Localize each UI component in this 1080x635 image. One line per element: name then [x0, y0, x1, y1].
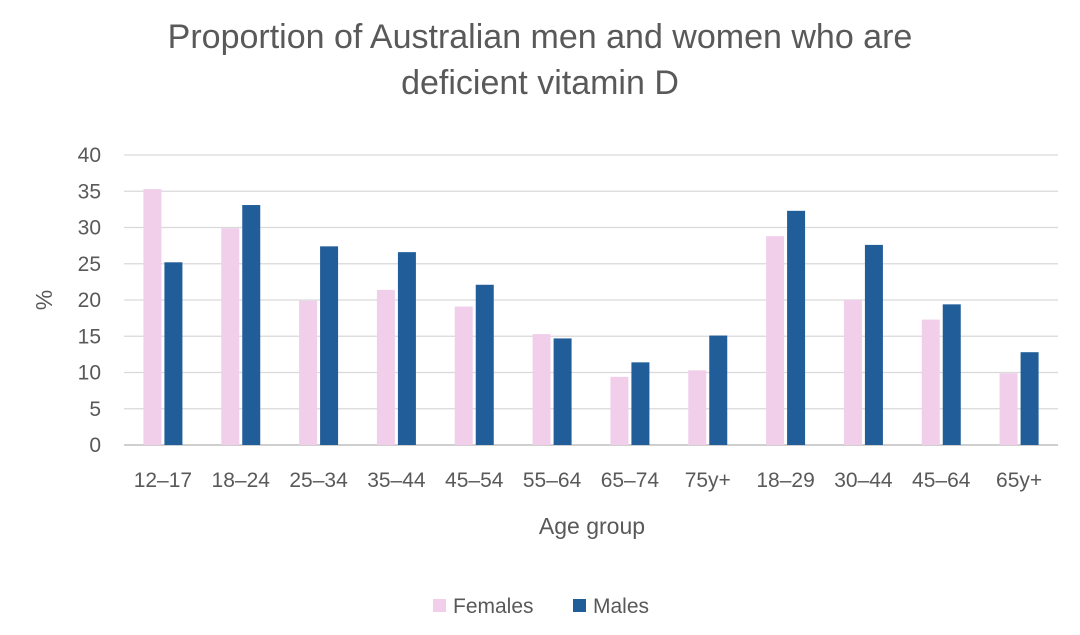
x-tick-label: 18–29 — [756, 469, 814, 492]
legend-label-males: Males — [593, 595, 649, 618]
y-tick-label: 35 — [78, 180, 101, 203]
chart-title-line-2: deficient vitamin D — [401, 64, 679, 102]
y-tick-label: 15 — [78, 325, 101, 348]
bar-females-12 — [999, 373, 1018, 445]
bar-females-7 — [610, 376, 629, 445]
bar-females-2 — [221, 228, 240, 445]
bar-females-9 — [766, 236, 785, 445]
bar-females-8 — [688, 370, 707, 445]
bar-males-7 — [631, 362, 650, 445]
bar-males-5 — [475, 284, 494, 445]
bar-females-5 — [454, 306, 473, 445]
x-tick-label: 65y+ — [996, 469, 1042, 492]
bar-females-11 — [921, 319, 940, 445]
gridlines — [124, 154, 1058, 446]
x-tick-label: 45–64 — [912, 469, 971, 492]
bar-females-4 — [376, 289, 395, 445]
legend-swatch-females — [433, 599, 446, 612]
y-tick-label: 5 — [89, 398, 101, 421]
y-tick-label: 0 — [89, 434, 101, 457]
x-tick-label: 55–64 — [523, 469, 582, 492]
legend-label-females: Females — [453, 595, 534, 618]
x-tick-label: 45–54 — [445, 469, 504, 492]
bar-males-8 — [709, 335, 728, 445]
x-axis-title: Age group — [539, 513, 645, 539]
bar-males-2 — [242, 205, 261, 445]
bar-males-3 — [320, 246, 339, 445]
bars — [143, 189, 1039, 445]
y-axis-title: % — [31, 290, 57, 310]
bar-females-6 — [532, 334, 551, 445]
chart-title-line-1: Proportion of Australian men and women w… — [167, 18, 913, 56]
legend: Females Males — [433, 595, 649, 618]
x-tick-label: 25–34 — [289, 469, 348, 492]
bar-males-4 — [397, 252, 416, 445]
bar-females-1 — [143, 189, 162, 445]
x-tick-label: 18–24 — [212, 469, 271, 492]
bar-males-9 — [787, 210, 806, 445]
y-axis-ticks: 0 5 10 15 20 25 30 35 40 — [78, 144, 101, 457]
bar-females-3 — [299, 300, 318, 445]
y-tick-label: 40 — [78, 144, 101, 167]
x-tick-label: 12–17 — [134, 469, 192, 492]
bar-males-6 — [553, 338, 572, 445]
y-tick-label: 30 — [78, 217, 101, 240]
x-tick-label: 75y+ — [685, 469, 731, 492]
chart-title: Proportion of Australian men and women w… — [0, 14, 1080, 106]
y-tick-label: 10 — [78, 362, 101, 385]
y-tick-label: 25 — [78, 253, 101, 276]
bar-males-1 — [164, 262, 183, 445]
x-tick-label: 35–44 — [367, 469, 426, 492]
bar-females-10 — [843, 300, 862, 445]
x-tick-label: 65–74 — [601, 469, 660, 492]
bar-males-10 — [864, 244, 883, 445]
bar-males-11 — [942, 304, 961, 445]
y-tick-label: 20 — [78, 289, 101, 312]
bar-males-12 — [1020, 352, 1039, 445]
x-tick-label: 30–44 — [834, 469, 893, 492]
x-axis-ticks: 12–17 18–24 25–34 35–44 45–54 55–64 65–74 75y+ 1… — [134, 469, 1042, 492]
legend-swatch-males — [573, 599, 586, 612]
